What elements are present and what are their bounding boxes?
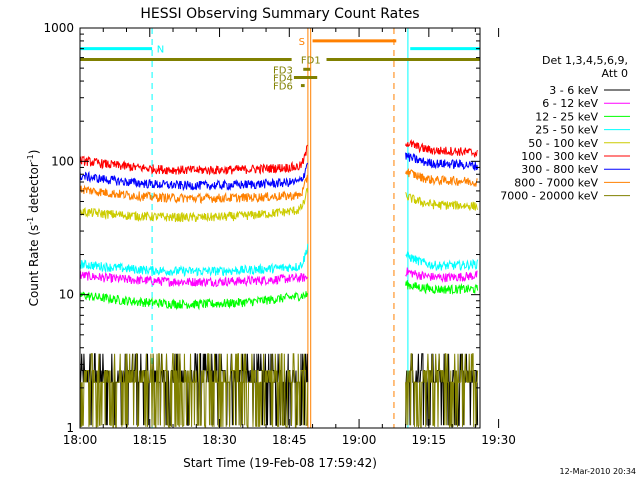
y-tick-label: 100: [51, 154, 74, 168]
y-axis-label: Count Rate (s-1 detector-1): [26, 150, 41, 307]
flag-label: FD6: [273, 82, 293, 93]
x-tick-label: 18:00: [63, 433, 98, 447]
y-tick-label: 1000: [43, 21, 74, 35]
series-line-before-gap: [79, 291, 309, 311]
x-tick-label: 19:00: [342, 433, 377, 447]
y-label-part-3: ): [27, 150, 41, 155]
x-axis-label: Start Time (19-Feb-08 17:59:42): [183, 456, 377, 470]
footer-date: 12-Mar-2010 20:34: [560, 467, 637, 476]
x-tick-label: 19:15: [412, 433, 447, 447]
legend-label: 800 - 7000 keV: [514, 176, 598, 189]
legend-label: 25 - 50 keV: [535, 124, 598, 137]
series-line-after-gap: [405, 353, 479, 426]
series-line-after-gap: [405, 267, 478, 283]
x-tick-label: 18:45: [272, 433, 307, 447]
chart-title: HESSI Observing Summary Count Rates: [140, 6, 419, 22]
y-tick-label: 1: [66, 421, 74, 435]
y-tick-label: 10: [59, 288, 74, 302]
flag-label: FD1: [301, 56, 321, 67]
series-line-after-gap: [405, 192, 479, 211]
y-axis: 1 10 100 1000: [43, 21, 480, 435]
series-line-after-gap: [405, 280, 479, 295]
series-line-before-gap: [79, 270, 309, 288]
flag-label: FD3: [273, 65, 293, 76]
series-line-after-gap: [405, 250, 479, 272]
series-line-before-gap: [79, 353, 309, 428]
legend-label: 12 - 25 keV: [535, 110, 598, 123]
x-tick-label: 19:30: [481, 433, 516, 447]
series-line-before-gap: [79, 144, 308, 176]
series-line-before-gap: [79, 174, 309, 205]
x-tick-label: 18:30: [202, 433, 237, 447]
x-tick-label: 18:15: [132, 433, 167, 447]
y-label-sup-1: -1: [26, 217, 35, 225]
series-line-after-gap: [405, 353, 479, 429]
y-label-part-2: detector: [27, 162, 41, 217]
series-line-before-gap: [79, 243, 309, 278]
x-axis: 18:00 18:15 18:30 18:45 19:00 19:15 19:30: [63, 28, 516, 447]
series-line-after-gap: [405, 139, 478, 158]
flag-label: N: [157, 45, 164, 56]
series-line-after-gap: [405, 152, 479, 171]
y-label-part-1: Count Rate (s: [27, 225, 41, 307]
series-line-after-gap: [405, 168, 478, 187]
series-line-before-gap: [79, 162, 309, 192]
flag-label: FD4: [273, 74, 293, 85]
legend-label: 50 - 100 keV: [528, 137, 598, 150]
legend-label: 3 - 6 keV: [549, 84, 598, 97]
series-line-before-gap: [79, 187, 309, 223]
legend-label: 100 - 300 keV: [521, 150, 598, 163]
legend-label: 6 - 12 keV: [542, 97, 598, 110]
legend-title-1: Det 1,3,4,5,6,9,: [542, 54, 628, 67]
legend-label: 7000 - 20000 keV: [500, 190, 598, 203]
legend-label: 300 - 800 keV: [521, 163, 598, 176]
y-label-sup-2: -1: [26, 154, 35, 162]
plot-frame: [79, 27, 481, 429]
legend-title-2: Att 0: [602, 67, 628, 80]
flag-label: S: [299, 37, 305, 48]
data-series: [79, 139, 479, 429]
